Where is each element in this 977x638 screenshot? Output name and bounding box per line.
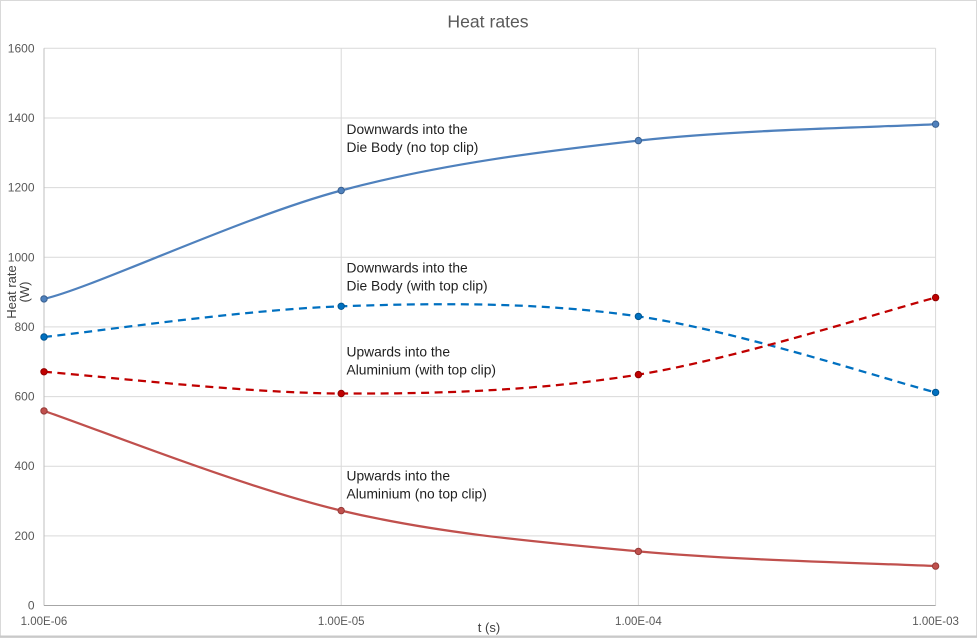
- svg-text:Die Body (no top clip): Die Body (no top clip): [347, 140, 479, 155]
- svg-text:1000: 1000: [8, 250, 35, 264]
- svg-text:Heat rates: Heat rates: [447, 12, 528, 32]
- svg-text:1400: 1400: [8, 111, 35, 125]
- svg-text:Aluminium (no top clip): Aluminium (no top clip): [347, 487, 487, 502]
- svg-text:(W): (W): [17, 282, 32, 303]
- svg-text:t (s): t (s): [478, 620, 500, 635]
- svg-text:Downwards into the: Downwards into the: [347, 122, 468, 137]
- svg-text:1600: 1600: [8, 41, 35, 55]
- svg-text:600: 600: [14, 390, 34, 404]
- svg-text:Upwards into the: Upwards into the: [347, 345, 451, 360]
- svg-text:0: 0: [28, 599, 35, 613]
- svg-text:Aluminium (with top clip): Aluminium (with top clip): [347, 363, 497, 378]
- svg-text:1.00E-06: 1.00E-06: [21, 616, 68, 628]
- svg-text:1.00E-05: 1.00E-05: [318, 616, 365, 628]
- svg-text:Downwards into the: Downwards into the: [347, 261, 468, 276]
- svg-text:1.00E-04: 1.00E-04: [615, 616, 662, 628]
- svg-text:200: 200: [14, 529, 34, 543]
- svg-text:1.00E-03: 1.00E-03: [912, 616, 959, 628]
- svg-text:Upwards into the: Upwards into the: [347, 469, 451, 484]
- svg-text:Heat rate: Heat rate: [4, 265, 19, 318]
- svg-text:1200: 1200: [8, 181, 35, 195]
- svg-text:800: 800: [14, 320, 34, 334]
- svg-text:Die Body (with top clip): Die Body (with top clip): [347, 279, 488, 294]
- svg-text:400: 400: [14, 459, 34, 473]
